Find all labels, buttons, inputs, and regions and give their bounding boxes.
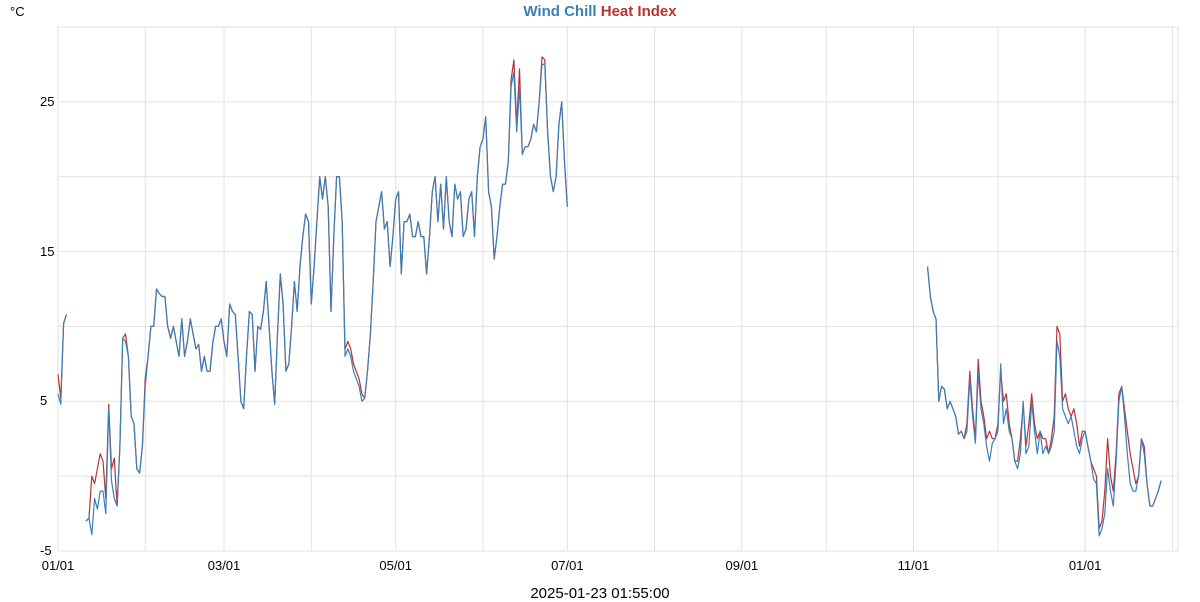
- heat-index-line: [85, 56, 568, 522]
- series-layer: [57, 56, 1162, 537]
- title-heat-index: Heat Index: [600, 3, 677, 20]
- wind-chill-line: [85, 63, 568, 536]
- plot-frame: [57, 26, 1179, 552]
- y-tick-label: -5: [40, 543, 52, 558]
- grid: [57, 26, 1179, 552]
- y-tick-label: 25: [40, 93, 55, 109]
- wind-chill-line: [57, 314, 67, 405]
- wind-chill-line: [926, 266, 1162, 537]
- x-tick-label: 05/01: [379, 558, 412, 573]
- y-tick-label: 5: [40, 393, 48, 409]
- x-tick-label: 07/01: [551, 558, 584, 573]
- title-wind-chill: Wind Chill: [523, 3, 597, 20]
- x-tick-label: 09/01: [725, 558, 759, 573]
- x-tick-label: 01/01: [41, 558, 75, 573]
- x-tick-label: 01/01: [1068, 558, 1102, 573]
- x-tick-label: 11/01: [897, 558, 930, 573]
- timestamp: 2025-01-23 01:55:00: [530, 585, 670, 602]
- x-tick-label: 03/01: [207, 558, 241, 573]
- y-tick-label: 15: [40, 243, 55, 259]
- heat-index-line: [926, 266, 1162, 530]
- chart-title: Wind Chill Heat Index: [0, 3, 1200, 20]
- y-axis-unit: °C: [10, 4, 25, 19]
